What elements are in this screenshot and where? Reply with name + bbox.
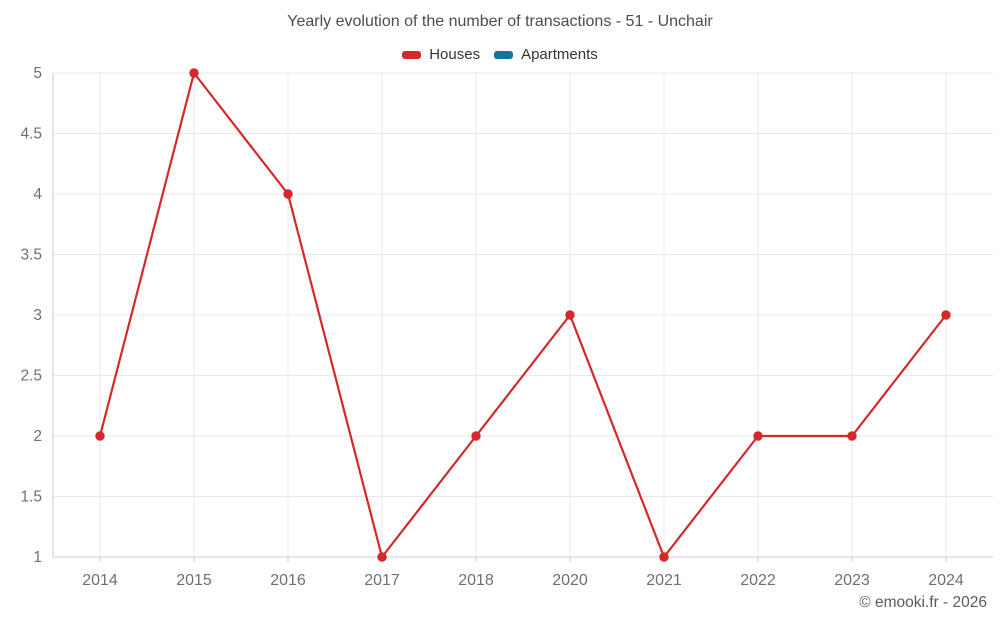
copyright-credit: © emooki.fr - 2026	[859, 594, 987, 611]
x-tick-label: 2017	[364, 572, 400, 589]
x-tick-label: 2018	[458, 572, 494, 589]
x-tick-label: 2023	[834, 572, 870, 589]
houses-line-series[interactable]	[95, 68, 951, 562]
y-tick-label: 1	[33, 549, 42, 566]
y-tick-label: 4.5	[20, 126, 42, 143]
y-tick-label: 5	[33, 65, 42, 82]
x-tick-label: 2020	[552, 572, 588, 589]
houses-data-point-2020[interactable]	[565, 310, 575, 320]
houses-data-point-2023[interactable]	[847, 431, 857, 441]
legend-item-apartments[interactable]: Apartments	[494, 46, 598, 63]
y-tick-label: 1.5	[20, 489, 42, 506]
y-axis-labels: 1 1.5 2 2.5 3 3.5 4 4.5 5	[20, 65, 42, 566]
y-tick-label: 4	[33, 186, 42, 203]
houses-data-point-2022[interactable]	[753, 431, 763, 441]
houses-data-point-2014[interactable]	[95, 431, 105, 441]
houses-data-point-2021[interactable]	[659, 552, 669, 562]
x-tick-label: 2016	[270, 572, 306, 589]
legend-label: Apartments	[521, 46, 598, 63]
gridlines	[53, 72, 993, 557]
x-tick-label: 2022	[740, 572, 776, 589]
legend: Houses Apartments	[0, 46, 1000, 63]
houses-legend-swatch-icon	[402, 50, 422, 59]
apartments-legend-swatch-icon	[494, 50, 514, 59]
y-tick-label: 3	[33, 307, 42, 324]
chart-title: Yearly evolution of the number of transa…	[287, 13, 713, 30]
houses-data-point-2015[interactable]	[189, 68, 199, 78]
houses-data-point-2016[interactable]	[283, 189, 293, 199]
x-tick-label: 2015	[176, 572, 212, 589]
x-tick-label: 2021	[646, 572, 682, 589]
x-tick-label: 2014	[82, 572, 118, 589]
houses-line	[98, 71, 947, 559]
houses-data-point-2024[interactable]	[941, 310, 951, 320]
x-axis-labels: 2014 2015 2016 2017 2018 2020 2021 2022 2023 2024	[82, 572, 964, 589]
houses-data-point-2017[interactable]	[377, 552, 387, 562]
x-tick-label: 2024	[928, 572, 964, 589]
y-tick-label: 3.5	[20, 247, 42, 264]
legend-label: Houses	[429, 46, 481, 63]
houses-data-point-2018[interactable]	[471, 431, 481, 441]
y-tick-label: 2	[33, 428, 42, 445]
y-tick-label: 2.5	[20, 368, 42, 385]
legend-item-houses[interactable]: Houses	[402, 46, 480, 63]
